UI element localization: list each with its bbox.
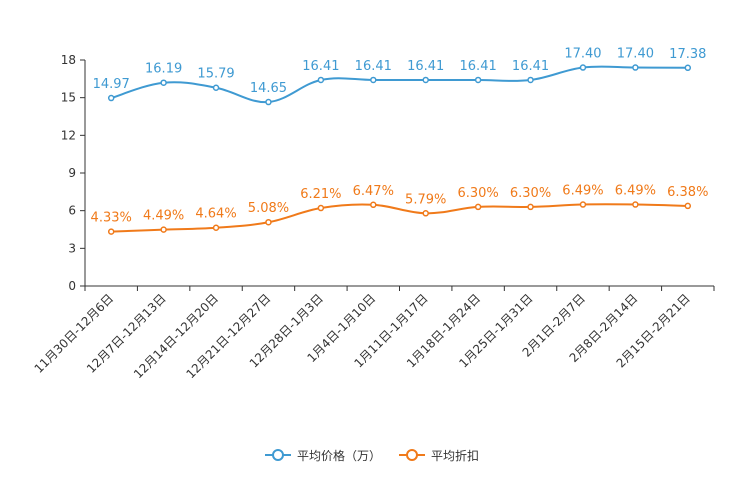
data-point-series-0 [422,76,429,84]
data-point-series-1 [527,203,534,211]
y-tick-label: 3 [68,241,76,255]
data-label-series-1: 6.30% [457,186,498,201]
y-tick-label: 12 [61,128,76,142]
data-label-series-0: 14.97 [93,77,130,92]
data-point-series-1 [107,228,115,235]
data-point-series-1 [160,226,167,233]
data-point-series-1 [474,203,482,211]
legend-label-price: 平均价格（万） [296,448,381,463]
data-label-series-1: 6.30% [510,186,551,201]
legend-label-discount: 平均折扣 [431,448,480,463]
data-point-series-0 [370,76,377,84]
data-point-series-0 [474,76,482,84]
data-label-series-1: 4.49% [143,209,184,224]
data-label-series-0: 16.41 [512,59,549,74]
data-point-series-0 [527,76,534,84]
data-label-series-1: 6.49% [615,184,656,199]
data-label-series-0: 16.41 [407,59,444,74]
y-tick-label: 0 [68,279,76,293]
data-label-series-1: 6.38% [667,185,708,200]
data-point-series-0 [632,64,639,71]
chart-legend: 平均价格（万） 平均折扣 [0,444,744,466]
data-point-series-0 [160,79,167,86]
y-tick-label: 18 [61,53,76,67]
data-point-series-1 [632,201,639,208]
data-label-series-0: 17.38 [669,47,706,62]
data-label-series-1: 5.08% [248,201,289,216]
series-line-0 [110,65,688,104]
legend-item-discount[interactable]: 平均折扣 [399,447,479,464]
data-label-series-1: 4.33% [91,211,132,226]
data-label-series-1: 6.21% [300,187,341,202]
data-point-series-1 [212,224,220,231]
data-label-series-1: 5.79% [405,192,446,207]
series-line-1 [111,203,688,233]
data-label-series-1: 6.49% [562,184,603,199]
data-point-series-1 [684,202,692,210]
y-tick-label: 15 [61,91,76,105]
data-point-series-0 [579,64,587,71]
data-point-series-0 [317,76,325,84]
legend-marker-price [264,449,291,461]
data-point-series-1 [422,210,429,217]
data-point-series-1 [265,218,272,226]
data-point-series-0 [107,94,115,102]
data-point-series-1 [317,204,325,212]
data-point-series-1 [370,201,377,209]
legend-item-price[interactable]: 平均价格（万） [264,447,381,464]
data-label-series-1: 4.64% [195,207,236,222]
data-label-series-1: 6.47% [353,184,394,199]
data-point-series-0 [684,64,692,72]
legend-marker-discount [399,449,425,461]
data-label-series-0: 16.41 [460,59,497,74]
data-label-series-0: 16.41 [355,59,392,74]
y-tick-label: 9 [68,166,76,180]
data-label-series-0: 14.65 [250,81,287,96]
data-point-series-0 [265,98,272,106]
data-point-series-0 [212,84,220,91]
data-label-series-0: 17.40 [617,47,654,62]
line-chart: 036912151811月30日-12月6日12月7日-12月13日12月14日… [32,47,715,381]
data-label-series-0: 15.79 [197,67,234,82]
data-point-series-1 [579,201,587,208]
data-label-series-0: 16.41 [302,59,339,74]
data-label-series-0: 16.19 [145,62,182,77]
y-tick-label: 6 [68,204,76,218]
data-label-series-0: 17.40 [564,47,601,62]
